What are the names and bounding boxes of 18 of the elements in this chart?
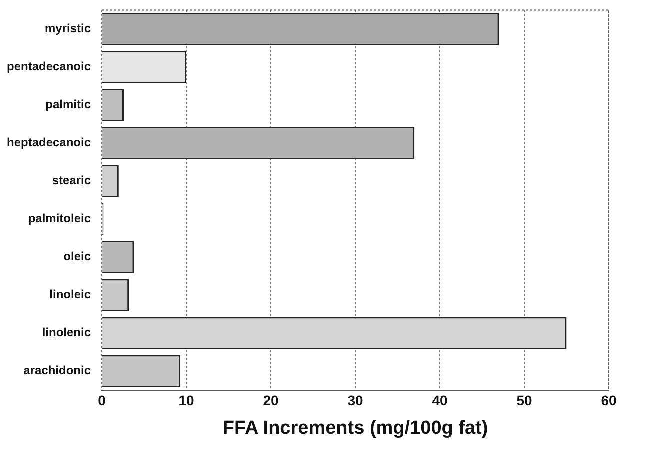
y-tick-label: linolenic bbox=[42, 326, 92, 340]
x-tick-label: 60 bbox=[601, 392, 617, 409]
y-tick-label: stearic bbox=[52, 174, 92, 188]
x-tick-label: 30 bbox=[348, 392, 364, 409]
y-tick-label: myristic bbox=[44, 22, 92, 36]
y-tick-label: heptadecanoic bbox=[6, 136, 92, 150]
x-axis-title: FFA Increments (mg/100g fat) bbox=[222, 418, 488, 439]
x-tick-label: 0 bbox=[98, 392, 106, 409]
y-tick-label: oleic bbox=[64, 250, 92, 264]
y-tick-label: palmitoleic bbox=[28, 212, 92, 226]
x-tick-label: 40 bbox=[432, 392, 448, 409]
y-tick-label: arachidonic bbox=[24, 364, 92, 378]
x-tick-label: 10 bbox=[178, 392, 195, 409]
y-tick-label: linoleic bbox=[50, 288, 92, 302]
y-tick-label: palmitic bbox=[46, 98, 92, 112]
x-tick-label: 50 bbox=[516, 392, 532, 409]
x-tick-label: 20 bbox=[263, 392, 280, 409]
y-tick-label: pentadecanoic bbox=[6, 60, 92, 74]
